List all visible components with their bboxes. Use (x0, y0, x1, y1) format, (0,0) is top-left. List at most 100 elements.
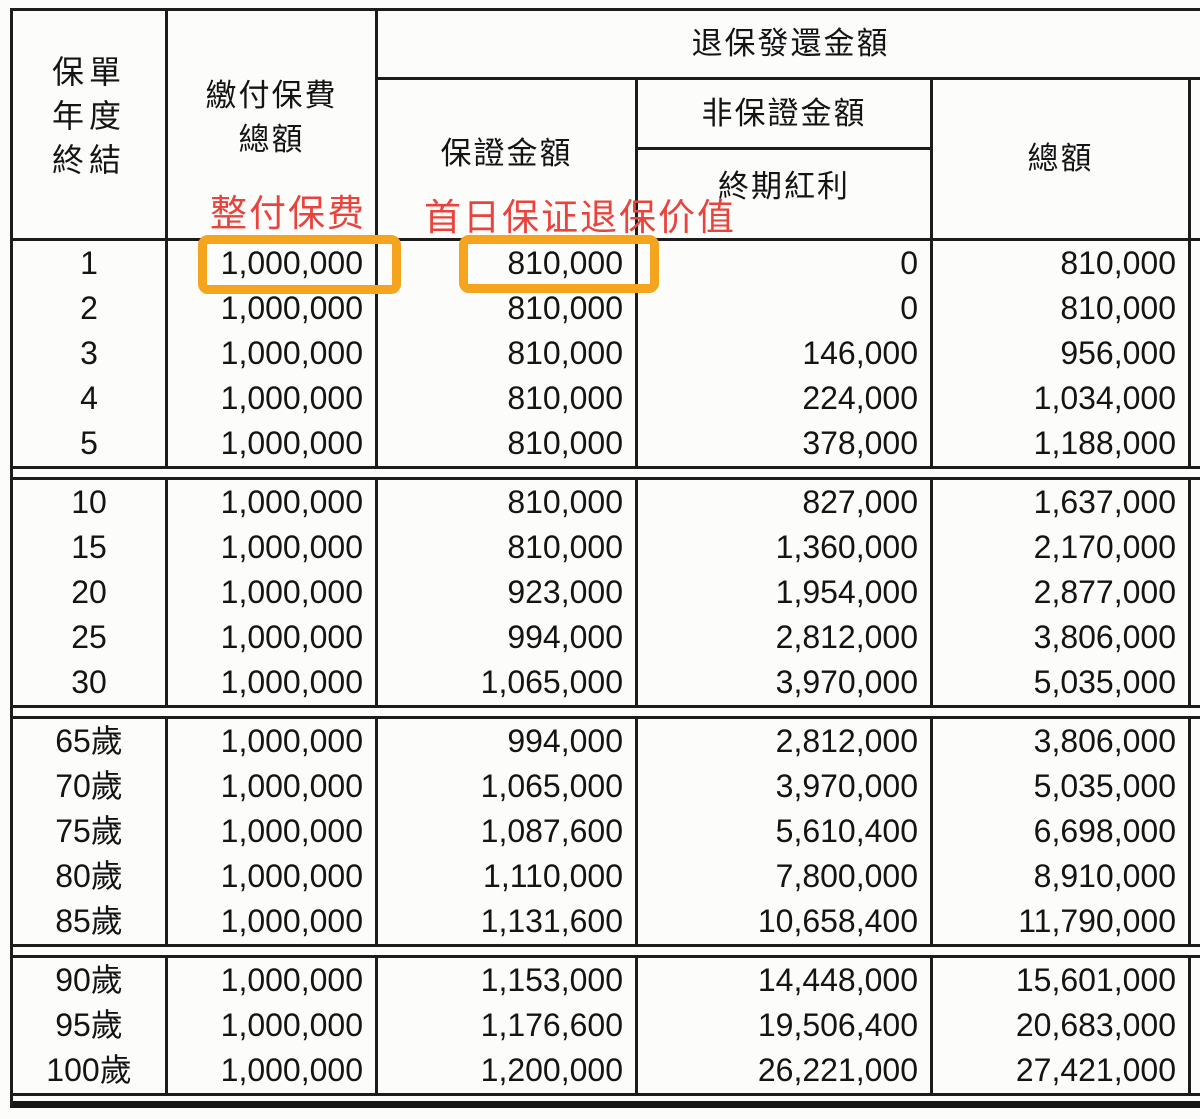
total-cell: 1,034,000 (933, 376, 1191, 421)
terminal-dividend-cell: 2,812,000 (638, 615, 933, 660)
policy-benefit-table: 保單 年度 終結 繳付保費 總額 退保發還金額 保證金額 非保 (10, 8, 1200, 1108)
terminal-dividend-cell: 1,954,000 (638, 570, 933, 615)
total-cell: 3,806,000 (933, 615, 1191, 660)
total-cell: 20,683,000 (933, 1003, 1191, 1048)
group-separator (13, 708, 1200, 719)
premium-cell: 1,000,000 (168, 958, 378, 1003)
header-total-amount: 總額 (933, 80, 1191, 238)
premium-cell: 1,000,000 (168, 615, 378, 660)
guaranteed-cell: 1,110,000 (378, 854, 638, 899)
premium-cell: 1,000,000 (168, 421, 378, 466)
ghost-cell (1191, 854, 1200, 899)
terminal-dividend-cell: 10,658,400 (638, 899, 933, 944)
terminal-dividend-cell: 146,000 (638, 331, 933, 376)
premium-cell: 1,000,000 (168, 241, 378, 286)
policy-year-cell: 30 (13, 660, 168, 705)
table-row: 20 1,000,000 923,000 1,954,000 2,877,000 (13, 570, 1200, 615)
total-cell: 1,637,000 (933, 480, 1191, 525)
highlight-box-premium-1000000 (198, 235, 401, 294)
table-row: 80歲 1,000,000 1,110,000 7,800,000 8,910,000 (13, 854, 1200, 899)
table-header: 保單 年度 終結 繳付保費 總額 退保發還金額 保證金額 非保 (13, 8, 1200, 241)
guaranteed-cell: 1,200,000 (378, 1048, 638, 1093)
table-row: 2 1,000,000 810,000 0 810,000 (13, 286, 1200, 331)
header-guaranteed-amount-label: 保證金額 (440, 136, 573, 171)
header-total-premium: 繳付保費 總額 (168, 11, 378, 238)
ghost-cell (1191, 1048, 1200, 1093)
header-total-premium-line2: 總額 (238, 121, 305, 157)
guaranteed-cell: 994,000 (378, 615, 638, 660)
guaranteed-cell: 1,153,000 (378, 958, 638, 1003)
total-cell: 11,790,000 (933, 899, 1191, 944)
header-surrender-group: 退保發還金額 (378, 11, 1200, 80)
premium-cell: 1,000,000 (168, 1003, 378, 1048)
premium-cell: 1,000,000 (168, 286, 378, 331)
table-row: 90歲 1,000,000 1,153,000 14,448,000 15,601,00… (13, 958, 1200, 1003)
terminal-dividend-cell: 0 (638, 286, 933, 331)
terminal-dividend-cell: 7,800,000 (638, 854, 933, 899)
total-cell: 2,877,000 (933, 570, 1191, 615)
policy-year-cell: 80歲 (13, 854, 168, 899)
table-row: 75歲 1,000,000 1,087,600 5,610,400 6,698,000 (13, 809, 1200, 854)
group-separator (13, 469, 1200, 480)
table-row: 70歲 1,000,000 1,065,000 3,970,000 5,035,000 (13, 764, 1200, 809)
ghost-cell (1191, 615, 1200, 660)
ghost-cell (1191, 331, 1200, 376)
header-policy-year-line3: 終結 (51, 141, 126, 178)
policy-year-cell: 75歲 (13, 809, 168, 854)
header-ghost-column (1191, 80, 1200, 238)
header-policy-year-line1: 保單 (51, 53, 126, 90)
premium-cell: 1,000,000 (168, 764, 378, 809)
terminal-dividend-cell: 827,000 (638, 480, 933, 525)
policy-year-cell: 5 (13, 421, 168, 466)
table-group-ages-90-100: 90歲 1,000,000 1,153,000 14,448,000 15,601,00… (13, 958, 1200, 1096)
ghost-cell (1191, 241, 1200, 286)
ghost-cell (1191, 1003, 1200, 1048)
guaranteed-cell: 923,000 (378, 570, 638, 615)
table-row: 25 1,000,000 994,000 2,812,000 3,806,000 (13, 615, 1200, 660)
premium-cell: 1,000,000 (168, 899, 378, 944)
guaranteed-cell: 810,000 (378, 525, 638, 570)
total-cell: 2,170,000 (933, 525, 1191, 570)
table-row: 1 1,000,000 810,000 0 810,000 (13, 241, 1200, 286)
policy-year-cell: 25 (13, 615, 168, 660)
header-total-premium-line1: 繳付保費 (205, 77, 338, 113)
total-cell: 27,421,000 (933, 1048, 1191, 1093)
guaranteed-cell: 810,000 (378, 286, 638, 331)
guaranteed-cell: 810,000 (378, 331, 638, 376)
table-row: 65歲 1,000,000 994,000 2,812,000 3,806,000 (13, 719, 1200, 764)
ghost-cell (1191, 809, 1200, 854)
header-terminal-dividend: 終期紅利 (638, 150, 930, 238)
ghost-cell (1191, 764, 1200, 809)
ghost-cell (1191, 958, 1200, 1003)
policy-year-cell: 3 (13, 331, 168, 376)
guaranteed-cell: 810,000 (378, 376, 638, 421)
terminal-dividend-cell: 5,610,400 (638, 809, 933, 854)
header-guaranteed-amount: 保證金額 (378, 80, 638, 238)
terminal-dividend-cell: 378,000 (638, 421, 933, 466)
guaranteed-cell: 810,000 (378, 241, 638, 286)
terminal-dividend-cell: 26,221,000 (638, 1048, 933, 1093)
total-cell: 3,806,000 (933, 719, 1191, 764)
guaranteed-cell: 1,176,600 (378, 1003, 638, 1048)
ghost-cell (1191, 421, 1200, 466)
ghost-cell (1191, 525, 1200, 570)
ghost-cell (1191, 899, 1200, 944)
policy-year-cell: 15 (13, 525, 168, 570)
premium-cell: 1,000,000 (168, 570, 378, 615)
policy-year-cell: 85歲 (13, 899, 168, 944)
total-cell: 956,000 (933, 331, 1191, 376)
total-cell: 6,698,000 (933, 809, 1191, 854)
policy-year-cell: 70歲 (13, 764, 168, 809)
total-cell: 1,188,000 (933, 421, 1191, 466)
header-policy-year-line2: 年度 (51, 97, 126, 134)
terminal-dividend-cell: 3,970,000 (638, 660, 933, 705)
table-row: 85歲 1,000,000 1,131,600 10,658,400 11,790,00… (13, 899, 1200, 944)
policy-year-cell: 2 (13, 286, 168, 331)
terminal-dividend-cell: 1,360,000 (638, 525, 933, 570)
guaranteed-cell: 1,087,600 (378, 809, 638, 854)
terminal-dividend-cell: 14,448,000 (638, 958, 933, 1003)
premium-cell: 1,000,000 (168, 376, 378, 421)
annotation-single-premium: 整付保费 (210, 193, 366, 234)
group-separator (13, 947, 1200, 958)
